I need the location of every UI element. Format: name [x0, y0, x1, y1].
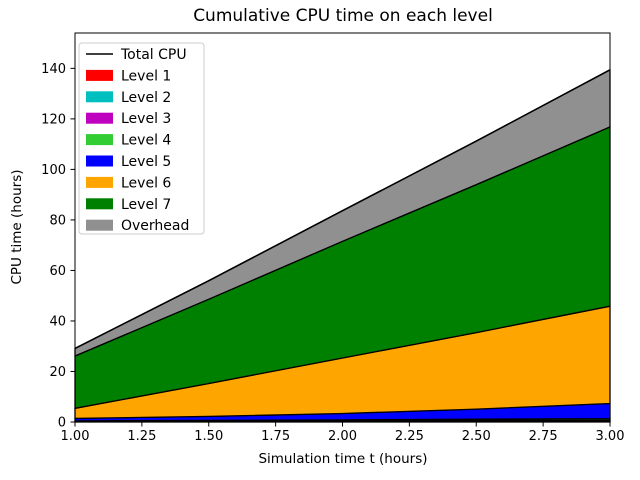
y-tick-label: 80	[49, 213, 66, 228]
x-tick-label: 1.75	[261, 429, 290, 444]
x-tick-label: 2.50	[462, 429, 491, 444]
x-tick-label: 1.00	[61, 429, 90, 444]
legend-swatch-level-7	[86, 198, 113, 210]
legend-label-level-1: Level 1	[121, 68, 171, 84]
x-tick-label: 1.25	[127, 429, 156, 444]
legend-label-level-5: Level 5	[121, 154, 171, 170]
legend-swatch-level-3	[86, 112, 113, 124]
y-tick-label: 120	[41, 112, 66, 127]
legend-swatch-level-5	[86, 155, 113, 167]
y-axis-label: CPU time (hours)	[9, 169, 25, 285]
chart-title: Cumulative CPU time on each level	[193, 6, 493, 26]
x-tick-label: 2.75	[529, 429, 558, 444]
y-tick-label: 100	[41, 163, 66, 178]
legend-swatch-level-2	[86, 91, 113, 103]
legend-label-level-7: Level 7	[121, 197, 171, 213]
legend-swatch-overhead	[86, 219, 113, 231]
legend-label-level-4: Level 4	[121, 133, 171, 149]
legend-swatch-level-4	[86, 134, 113, 146]
y-tick-label: 140	[41, 62, 66, 77]
total-cpu-line	[74, 69, 611, 350]
legend-swatch-level-1	[86, 69, 113, 81]
x-axis-label: Simulation time t (hours)	[258, 451, 428, 467]
legend-label-level-3: Level 3	[121, 111, 171, 127]
legend-label-level-6: Level 6	[121, 175, 171, 191]
y-tick-label: 0	[58, 416, 66, 431]
x-tick-label: 1.50	[194, 429, 223, 444]
x-tick-label: 2.25	[395, 429, 424, 444]
legend-swatch-level-6	[86, 176, 113, 188]
legend-label-overhead: Overhead	[121, 218, 189, 234]
x-tick-label: 3.00	[596, 429, 625, 444]
y-tick-label: 20	[49, 365, 66, 380]
legend-label-level-2: Level 2	[121, 90, 171, 106]
y-tick-label: 60	[49, 264, 66, 279]
x-tick-label: 2.00	[328, 429, 357, 444]
y-tick-label: 40	[49, 314, 66, 329]
legend-label-total-cpu: Total CPU	[120, 47, 187, 63]
